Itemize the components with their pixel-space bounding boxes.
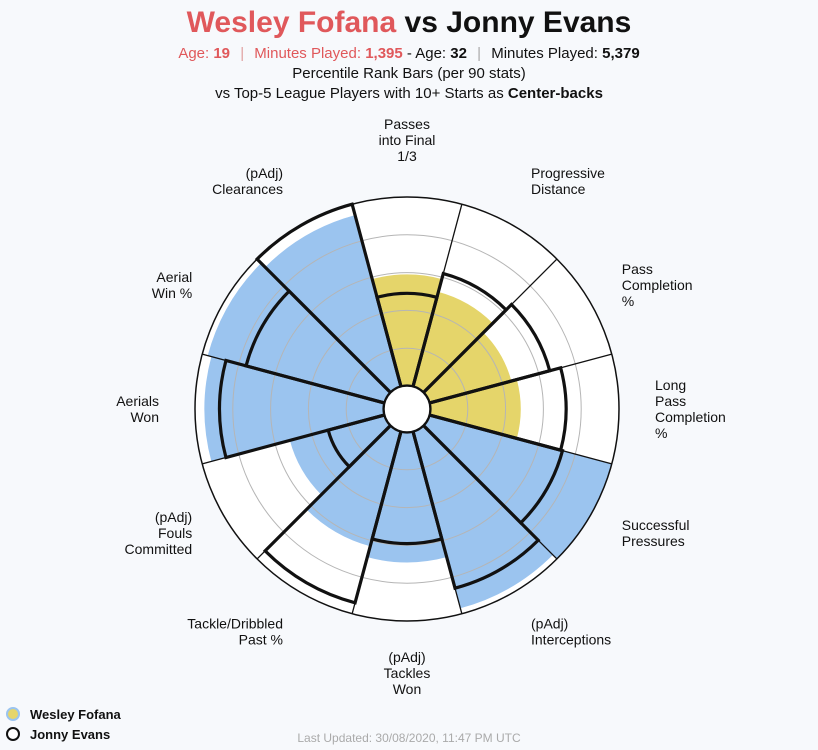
legend-item-player2: Jonny Evans [6, 727, 110, 742]
center-hole [383, 385, 431, 433]
category-label: Passes into Final 1/3 [379, 116, 436, 164]
grid-ring [232, 234, 582, 584]
legend-player1-label: Wesley Fofana [30, 707, 121, 722]
legend-item-player1: Wesley Fofana [6, 707, 121, 722]
category-label: Successful Pressures [622, 517, 690, 549]
player1-minutes-label: Minutes Played: [254, 45, 362, 62]
player1-minutes: 1,395 [365, 45, 403, 62]
category-label: (pAdj) Tackles Won [384, 649, 431, 697]
category-label: Aerials Won [116, 393, 159, 425]
grid-ring [307, 309, 507, 509]
vs-text: vs [404, 6, 438, 39]
category-label: (pAdj) Interceptions [531, 616, 611, 648]
player2-age-label: - Age: [406, 45, 447, 62]
category-label: Tackle/Dribbled Past % [187, 616, 283, 648]
category-label: (pAdj) Clearances [212, 165, 283, 197]
legend-player2-swatch [6, 727, 20, 741]
category-label: Pass Completion% [622, 261, 693, 309]
player1-bar [367, 431, 447, 563]
subtitle-prefix: vs Top-5 League Players with 10+ Starts … [215, 85, 504, 102]
player1-name: Wesley Fofana [186, 6, 397, 39]
subtitle-line-2: vs Top-5 League Players with 10+ Starts … [0, 84, 818, 104]
subtitle-position: Center-backs [507, 85, 603, 102]
player1-bar [372, 274, 442, 387]
player1-bar [204, 356, 385, 462]
player1-bar [412, 425, 553, 609]
player2-minutes: 5,379 [602, 45, 640, 62]
outer-ring [194, 196, 620, 622]
player1-bar [265, 215, 402, 393]
player2-name: Jonny Evans [446, 6, 632, 39]
chart-title: Wesley Fofana vs Jonny Evans [0, 4, 818, 42]
category-label: Progressive Distance [531, 165, 605, 197]
grid-ring [270, 272, 544, 546]
last-updated: Last Updated: 30/08/2020, 11:47 PM UTC [297, 731, 521, 745]
center-layer [383, 385, 431, 433]
player1-bar [423, 414, 612, 559]
player2-age: 32 [450, 45, 467, 62]
category-label: Long Pass Completion% [655, 377, 726, 441]
player-info-line: Age: 19 | Minutes Played: 1,395 - Age: 3… [0, 44, 818, 64]
separator: | [240, 45, 245, 62]
category-label: (pAdj) Fouls Committed [125, 509, 193, 557]
subtitle-line-1: Percentile Rank Bars (per 90 stats) [292, 65, 526, 82]
player2-minutes-label: Minutes Played: [491, 45, 598, 62]
player1-age: 19 [213, 45, 231, 62]
legend-player1-swatch [6, 707, 20, 721]
category-labels: Passes into Final 1/3 Progressive Distance Pa… [116, 116, 726, 697]
player1-bar [207, 263, 391, 404]
category-label: Aerial Win % [152, 269, 192, 301]
grid-ring [345, 347, 469, 471]
player1-bar [429, 379, 521, 439]
player1-age-label: Age: [178, 45, 210, 62]
separator: | [477, 45, 482, 62]
legend-player2-label: Jonny Evans [30, 727, 111, 742]
